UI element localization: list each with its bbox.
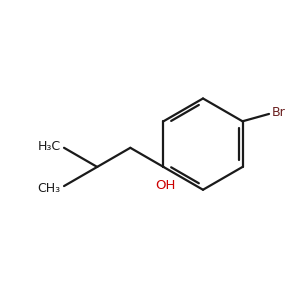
- Text: OH: OH: [155, 179, 175, 192]
- Text: CH₃: CH₃: [38, 182, 61, 195]
- Text: Br: Br: [272, 106, 285, 119]
- Text: H₃C: H₃C: [38, 140, 61, 153]
